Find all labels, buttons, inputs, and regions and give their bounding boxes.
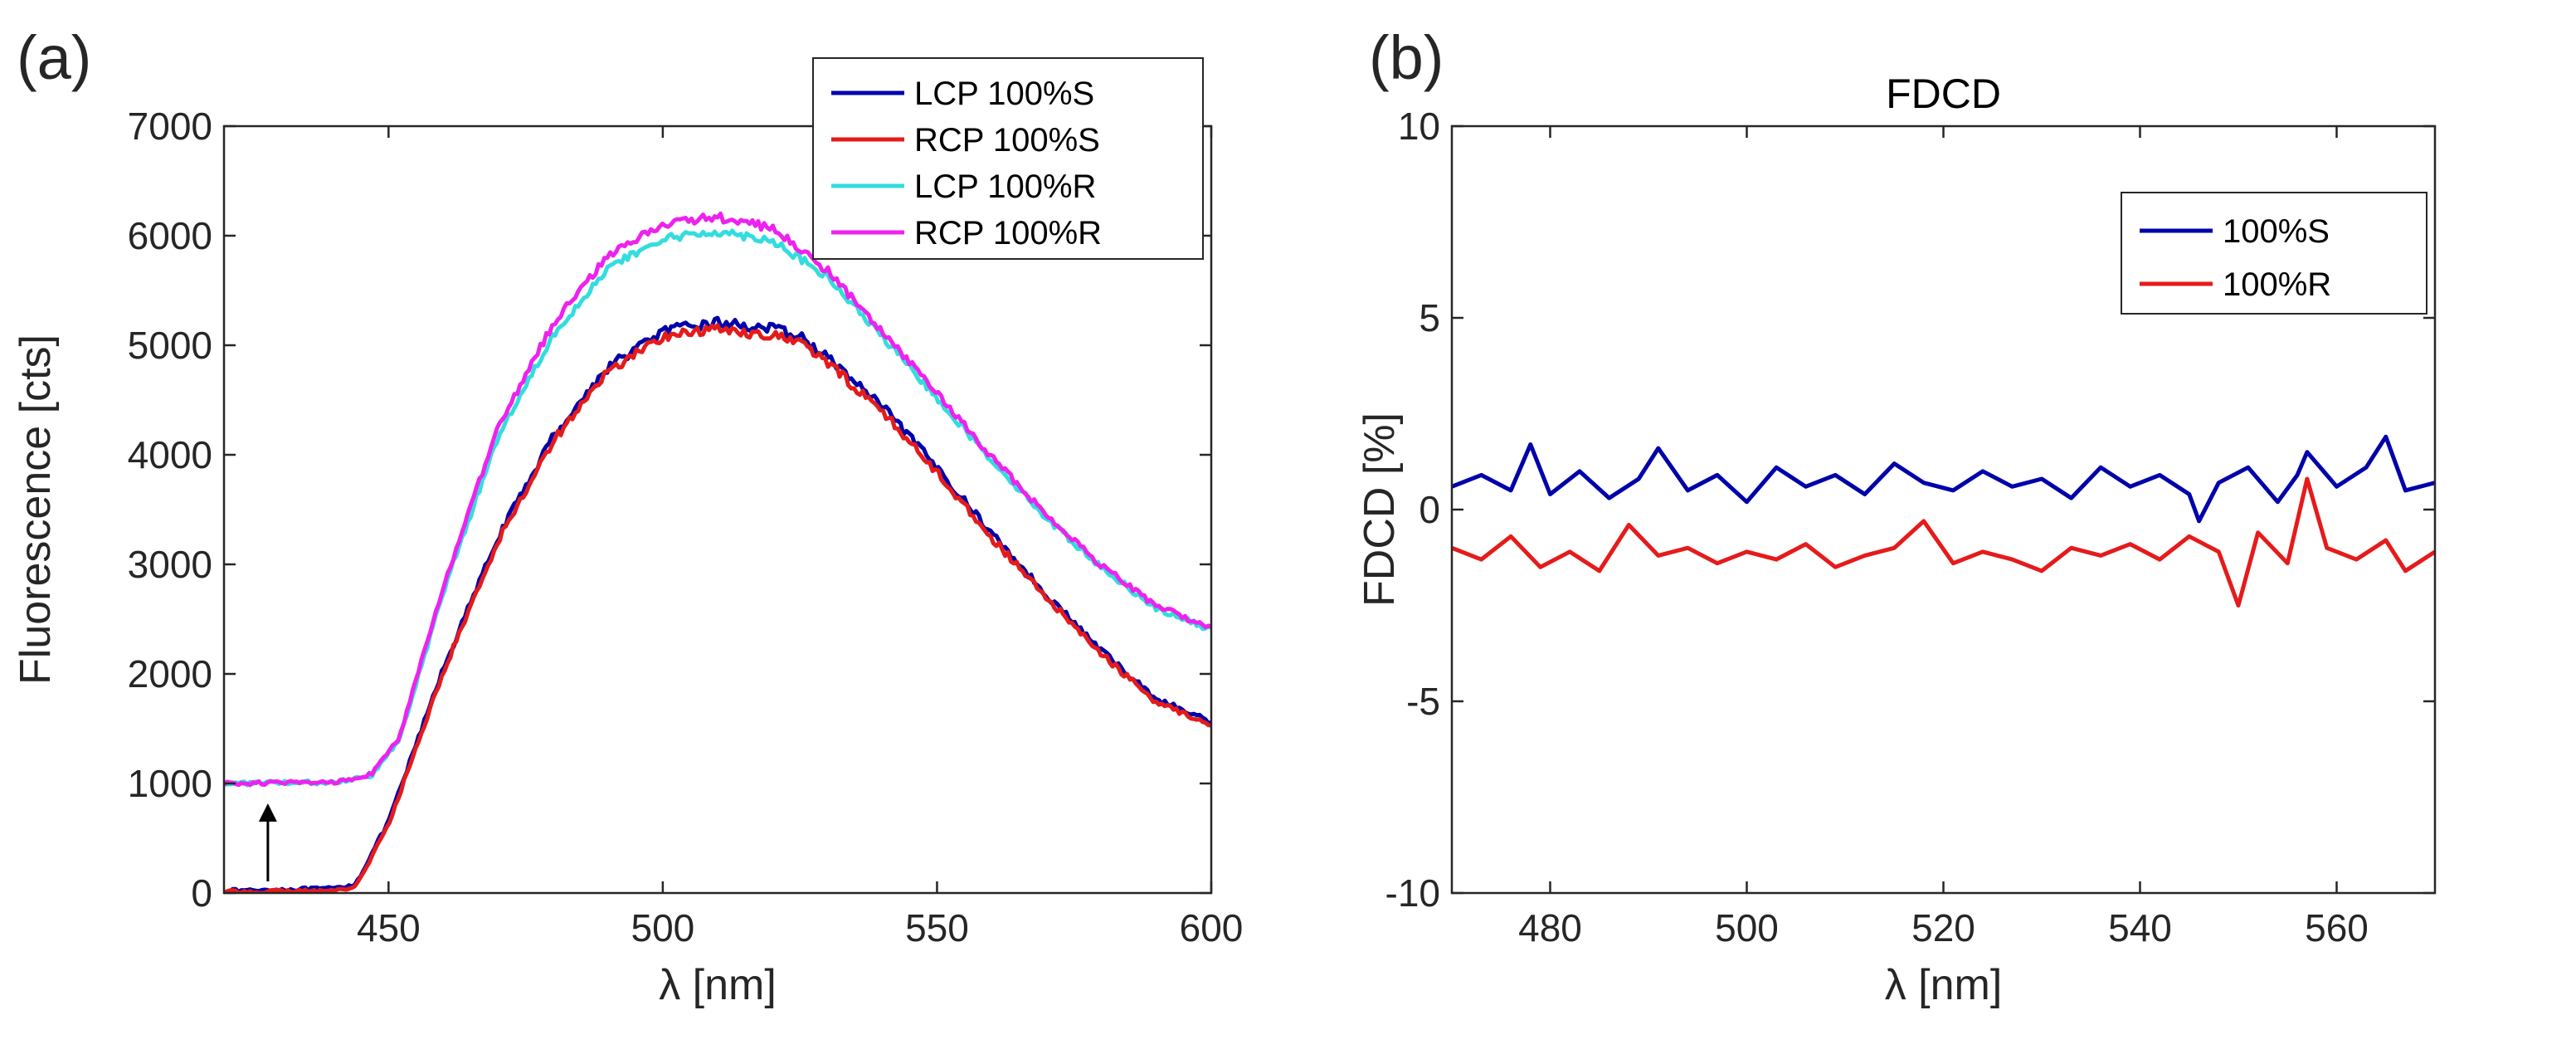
legend-label: 100%S	[2223, 213, 2330, 250]
series-line-100-r	[1452, 476, 2435, 608]
y-tick-label: 1000	[128, 762, 212, 805]
legend-label: 100%R	[2223, 266, 2331, 303]
y-tick-label: 7000	[128, 105, 212, 148]
y-tick-label: 5	[1419, 296, 1440, 339]
y-tick-label: -5	[1406, 680, 1440, 723]
x-tick-label: 500	[1715, 906, 1779, 949]
plot-area	[224, 211, 1211, 893]
legend-label: RCP 100%S	[914, 122, 1100, 159]
series-line-rcp-100-r	[224, 211, 1211, 788]
chart-title: FDCD	[1886, 71, 2001, 117]
legend-box	[2121, 192, 2427, 315]
x-tick-label: 500	[631, 906, 695, 949]
panel-a: (a)450 500 550 6000100020003000400050006000…	[12, 23, 1243, 1009]
legend-label: LCP 100%S	[914, 76, 1094, 112]
y-tick-label: 0	[191, 871, 212, 915]
legend-label: LCP 100%R	[914, 168, 1096, 205]
x-axis-label: λ [nm]	[1885, 961, 2003, 1009]
axes-box	[222, 124, 1213, 895]
x-axis-label: λ [nm]	[659, 961, 777, 1009]
y-tick-label: 3000	[128, 543, 212, 586]
legend: LCP 100%S RCP 100%S LCP 100%R RCP 100%R	[812, 57, 1204, 260]
x-tick-label: 540	[2108, 906, 2172, 949]
y-tick-label: -10	[1385, 871, 1440, 915]
y-tick-label: 4000	[128, 433, 212, 476]
y-axis-label: FDCD [%]	[1356, 412, 1404, 607]
series-line-100-s	[1452, 434, 2435, 524]
y-tick-label: 10	[1398, 105, 1440, 148]
x-tick-label: 480	[1518, 906, 1582, 949]
x-tick-label: 450	[357, 906, 421, 949]
plot-area	[1452, 434, 2435, 608]
x-tick-label: 600	[1180, 906, 1244, 949]
panel-b: (b) FDCD 480 500 520 540 560 -10 -5 0 5 10 λ [nm] FDC…	[1356, 23, 2437, 1009]
x-tick-label: 520	[1911, 906, 1975, 949]
annotation-arrow-head	[258, 803, 277, 822]
legend-label: RCP 100%R	[914, 215, 1102, 251]
panel-label: (b)	[1369, 23, 1444, 92]
x-tick-label: 550	[905, 906, 969, 949]
legend: 100%S 100%R	[2121, 192, 2427, 315]
series-line-rcp-100-s	[224, 323, 1211, 893]
y-axis-label: Fluorescence [cts]	[12, 334, 60, 685]
x-tick-label: 560	[2305, 906, 2369, 949]
panel-label: (a)	[17, 23, 91, 92]
y-tick-label: 0	[1419, 488, 1440, 531]
y-tick-label: 2000	[128, 652, 212, 695]
y-tick-label: 6000	[128, 214, 212, 257]
y-tick-label: 5000	[128, 324, 212, 367]
